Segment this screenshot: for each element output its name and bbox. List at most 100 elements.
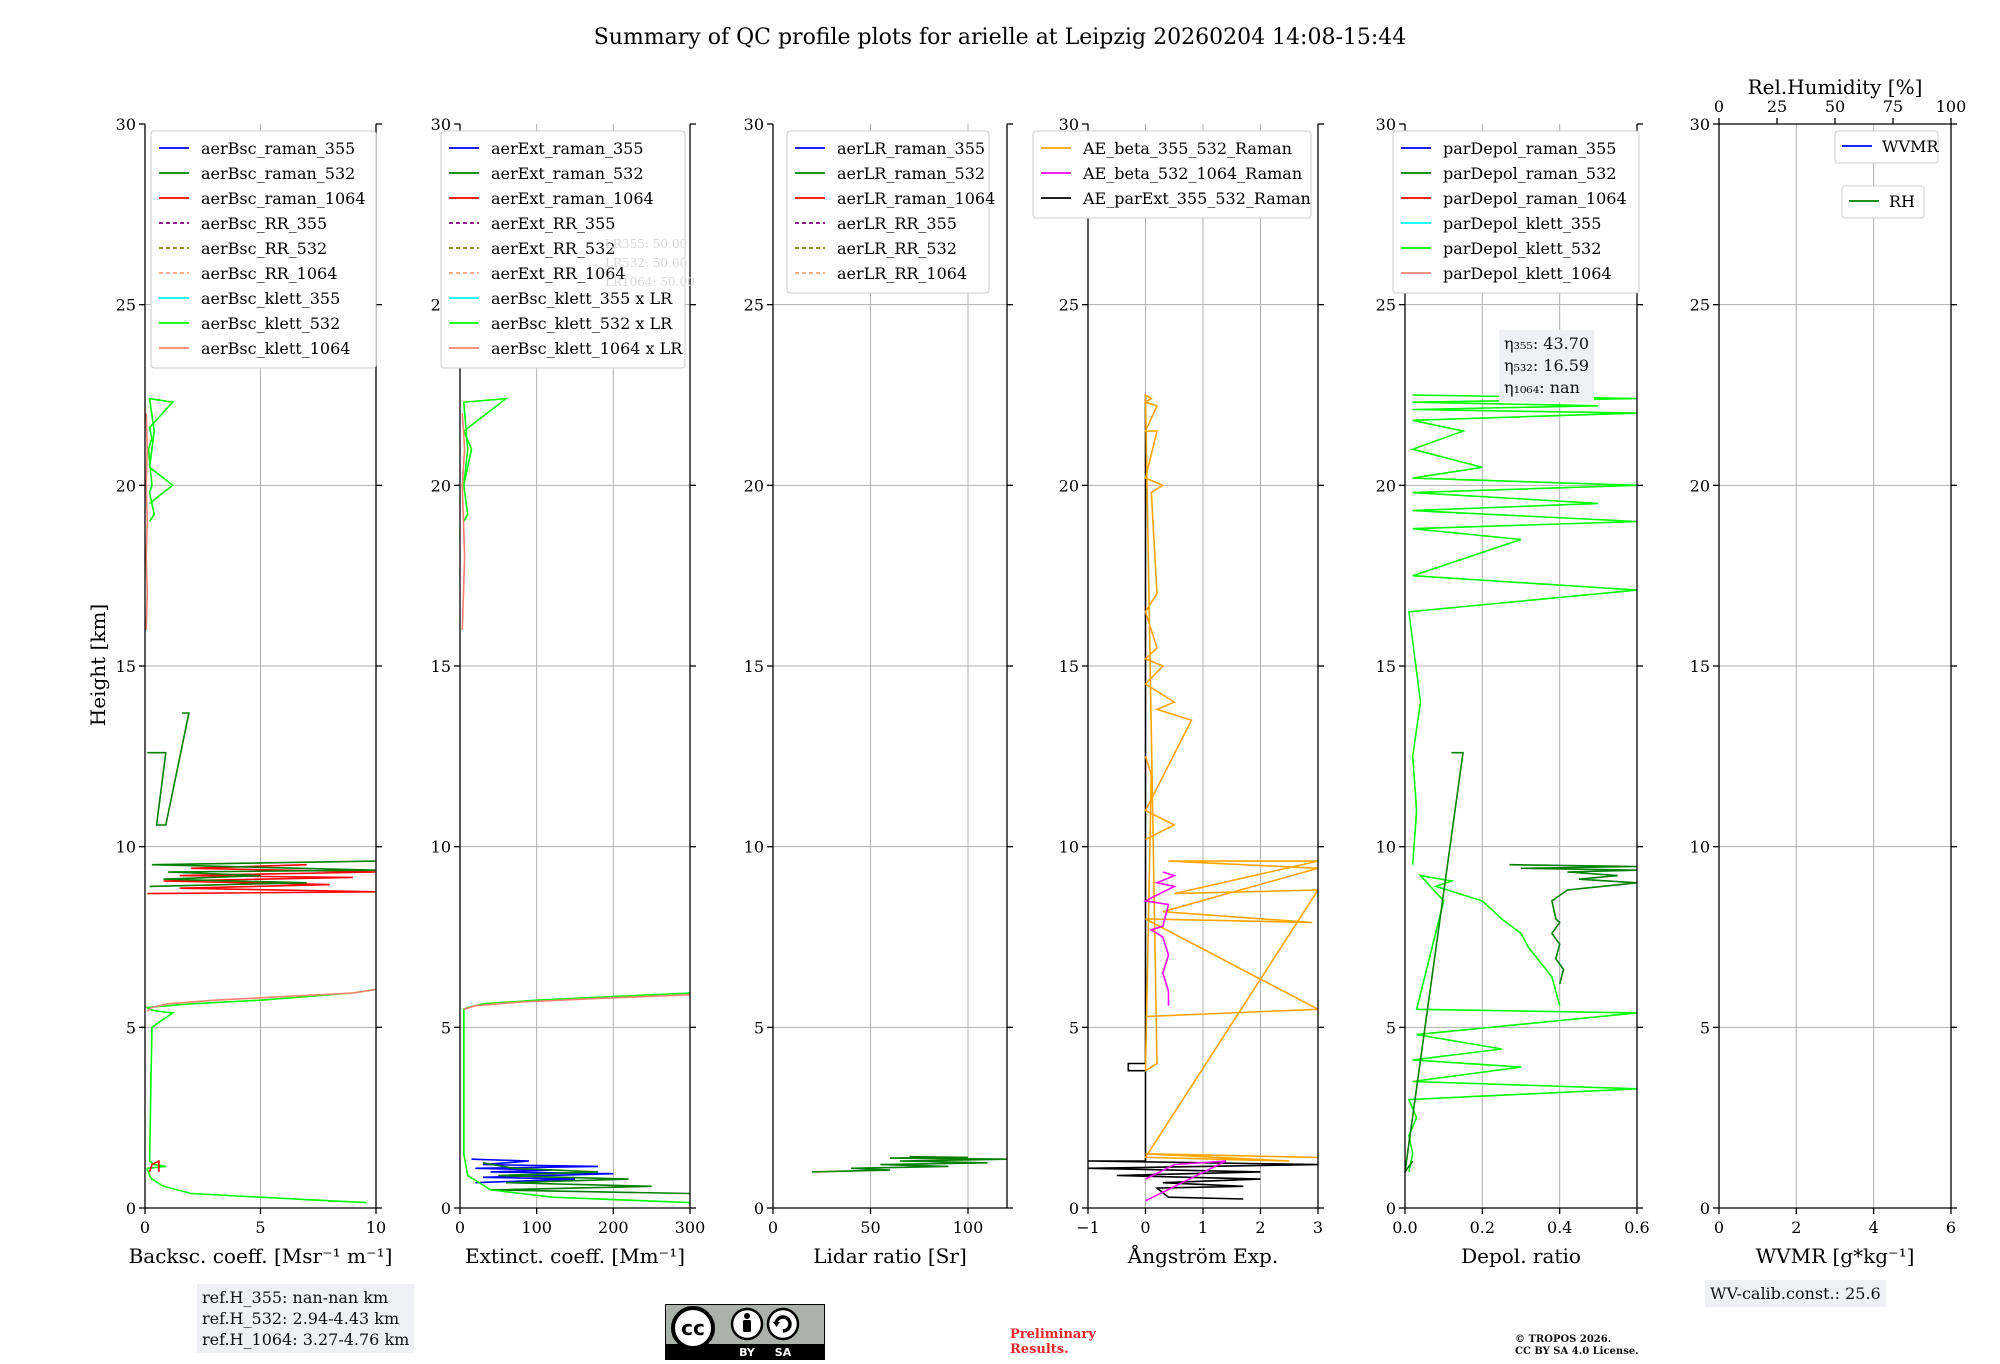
x-tick-label: 0 [140, 1218, 150, 1237]
top-tick-label: 25 [1767, 97, 1787, 116]
top-tick-label: 100 [1936, 97, 1967, 116]
legend-label: aerLR_raman_355 [837, 139, 985, 158]
y-tick-label: 30 [431, 115, 451, 134]
legend-label: aerBsc_klett_355 x LR [491, 289, 673, 308]
x-tick-label: 2 [1791, 1218, 1801, 1237]
top-axis-label: Rel.Humidity [%] [1748, 75, 1923, 99]
legend-angstrom: AE_beta_355_532_Raman AE_beta_532_1064_Ra… [1032, 130, 1312, 219]
series-aerBsc_klett_532_upper [147, 397, 175, 522]
y-tick-label: 15 [431, 657, 451, 676]
sa-label: SA [775, 1346, 792, 1359]
sa-icon [766, 1307, 800, 1341]
legend-depol: parDepol_raman_355 parDepol_raman_532 parD… [1392, 130, 1640, 294]
series-parDepol_raman_532_spike [1405, 751, 1464, 1173]
y-tick-label: 10 [1059, 838, 1079, 857]
y-tick-label: 25 [1690, 296, 1710, 315]
legend-rh: RH [1841, 185, 1925, 219]
x-axis-label: WVMR [g*kg⁻¹] [1756, 1244, 1915, 1268]
preliminary-line-1: Preliminary [1010, 1327, 1096, 1342]
legend-label: parDepol_raman_532 [1443, 164, 1616, 183]
y-tick-label: 20 [1059, 476, 1079, 495]
series-parDepol_klett_532 [1407, 874, 1637, 1173]
y-tick-label: 10 [116, 838, 136, 857]
x-tick-label: 10 [366, 1218, 386, 1237]
x-tick-label: 300 [675, 1218, 706, 1237]
legend-backscatter: aerBsc_raman_355 aerBsc_raman_532 aerBsc_r… [150, 130, 377, 369]
top-tick-label: 0 [1714, 97, 1724, 116]
series-AE_beta_532_1064_low [1145, 1160, 1227, 1202]
figure-title: Summary of QC profile plots for arielle … [594, 25, 1407, 50]
x-axis-label: Lidar ratio [Sr] [813, 1244, 967, 1268]
legend-label: aerLR_RR_1064 [837, 264, 967, 283]
y-tick-label: 20 [1690, 476, 1710, 495]
y-tick-label: 15 [116, 657, 136, 676]
series-aerBsc_klett_1064_upper [145, 413, 149, 630]
y-tick-label: 5 [1069, 1018, 1079, 1037]
by-label: BY [739, 1346, 756, 1359]
lidar-ratio-note: LR532: 50.00 [605, 256, 687, 270]
y-tick-label: 10 [431, 838, 451, 857]
legend-label: aerExt_RR_532 [491, 239, 615, 258]
series-parDepol_raman_532 [1509, 863, 1637, 985]
eta-532: η₅₃₂: 16.59 [1504, 356, 1590, 375]
panel-lidar_ratio: 0 5 10 15 20 25 30 0 50 100 Lidar ratio [Sr] aerLR_… [744, 115, 1013, 1268]
y-tick-label: 0 [441, 1199, 451, 1218]
y-axis-label: Height [km] [86, 604, 110, 726]
series-aerBsc_klett_532_upper [462, 397, 509, 522]
legend-label: aerBsc_klett_355 [201, 289, 340, 308]
x-axis-label: Extinct. coeff. [Mm⁻¹] [465, 1244, 685, 1268]
legend-label: aerBsc_klett_532 x LR [491, 314, 673, 333]
cc-license-logo[interactable]: cc BY SA [665, 1304, 825, 1364]
x-tick-label: −1 [1076, 1218, 1100, 1237]
series-aerBsc_klett_1064 [146, 988, 376, 1012]
legend-label: aerBsc_raman_532 [201, 164, 355, 183]
panel-depol: 0 5 10 15 20 25 30 0.0 0.2 0.4 0.6 Depol. ratio parD… [1376, 115, 1650, 1268]
copyright-note: © TROPOS 2026. CC BY SA 4.0 License. [1515, 1334, 1639, 1358]
series-parDepol_klett_532_upper [1408, 394, 1637, 865]
series-AE_beta_532_1064_Raman [1142, 871, 1177, 1006]
y-tick-label: 30 [1059, 115, 1079, 134]
x-tick-label: 0.2 [1470, 1218, 1495, 1237]
lidar-ratio-note: LR355: 50.00 [605, 237, 687, 251]
y-tick-label: 0 [1386, 1199, 1396, 1218]
ref-height-355: ref.H_355: nan-nan km [202, 1288, 389, 1307]
y-tick-label: 15 [1059, 657, 1079, 676]
x-tick-label: 2 [1255, 1218, 1265, 1237]
y-tick-label: 25 [116, 296, 136, 315]
ref-height-box: ref.H_355: nan-nan km ref.H_532: 2.94-4.… [197, 1284, 415, 1353]
copyright-line-1: © TROPOS 2026. [1515, 1334, 1612, 1345]
legend-label: aerLR_raman_532 [837, 164, 985, 183]
ref-height-532: ref.H_532: 2.94-4.43 km [202, 1309, 400, 1328]
x-tick-label: 0 [1714, 1218, 1724, 1237]
legend-label: AE_beta_532_1064_Raman [1082, 164, 1302, 183]
legend-label: aerExt_raman_1064 [491, 189, 654, 208]
y-tick-label: 30 [1690, 115, 1710, 134]
legend-wvmr: WVMR [1834, 130, 1939, 164]
series-aerLR_raman_532 [811, 1155, 1007, 1173]
y-tick-label: 5 [1386, 1018, 1396, 1037]
y-tick-label: 5 [441, 1018, 451, 1037]
series-aerExt_raman_532 [482, 1162, 690, 1195]
y-tick-label: 15 [744, 657, 764, 676]
legend-extinction: aerExt_raman_355 aerExt_raman_532 aerExt_r… [440, 130, 686, 369]
x-tick-label: 5 [255, 1218, 265, 1237]
copyright-line-2: CC BY SA 4.0 License. [1515, 1346, 1639, 1357]
legend-label: aerExt_raman_355 [491, 139, 644, 158]
legend-label: AE_beta_355_532_Raman [1082, 139, 1292, 158]
legend-label: aerBsc_klett_532 [201, 314, 340, 333]
legend-wvmr-label: WVMR [1882, 137, 1939, 156]
top-tick-label: 75 [1883, 97, 1903, 116]
legend-label: aerBsc_klett_1064 [201, 339, 350, 358]
panel-extinction: 0510152025300100200300Extinct. coeff. [M… [431, 115, 706, 1268]
legend-label: parDepol_klett_532 [1443, 239, 1601, 258]
series-aerBsc_raman_532_spikes [147, 712, 190, 826]
legend-label: parDepol_raman_1064 [1443, 189, 1627, 208]
series-AE_parExt_355_532_Raman [1088, 395, 1318, 1200]
y-tick-label: 0 [754, 1199, 764, 1218]
ref-height-1064: ref.H_1064: 3.27-4.76 km [202, 1330, 410, 1349]
series-aerBsc_klett_1064_upper [461, 413, 466, 630]
x-tick-label: 0 [768, 1218, 778, 1237]
y-tick-label: 20 [744, 476, 764, 495]
